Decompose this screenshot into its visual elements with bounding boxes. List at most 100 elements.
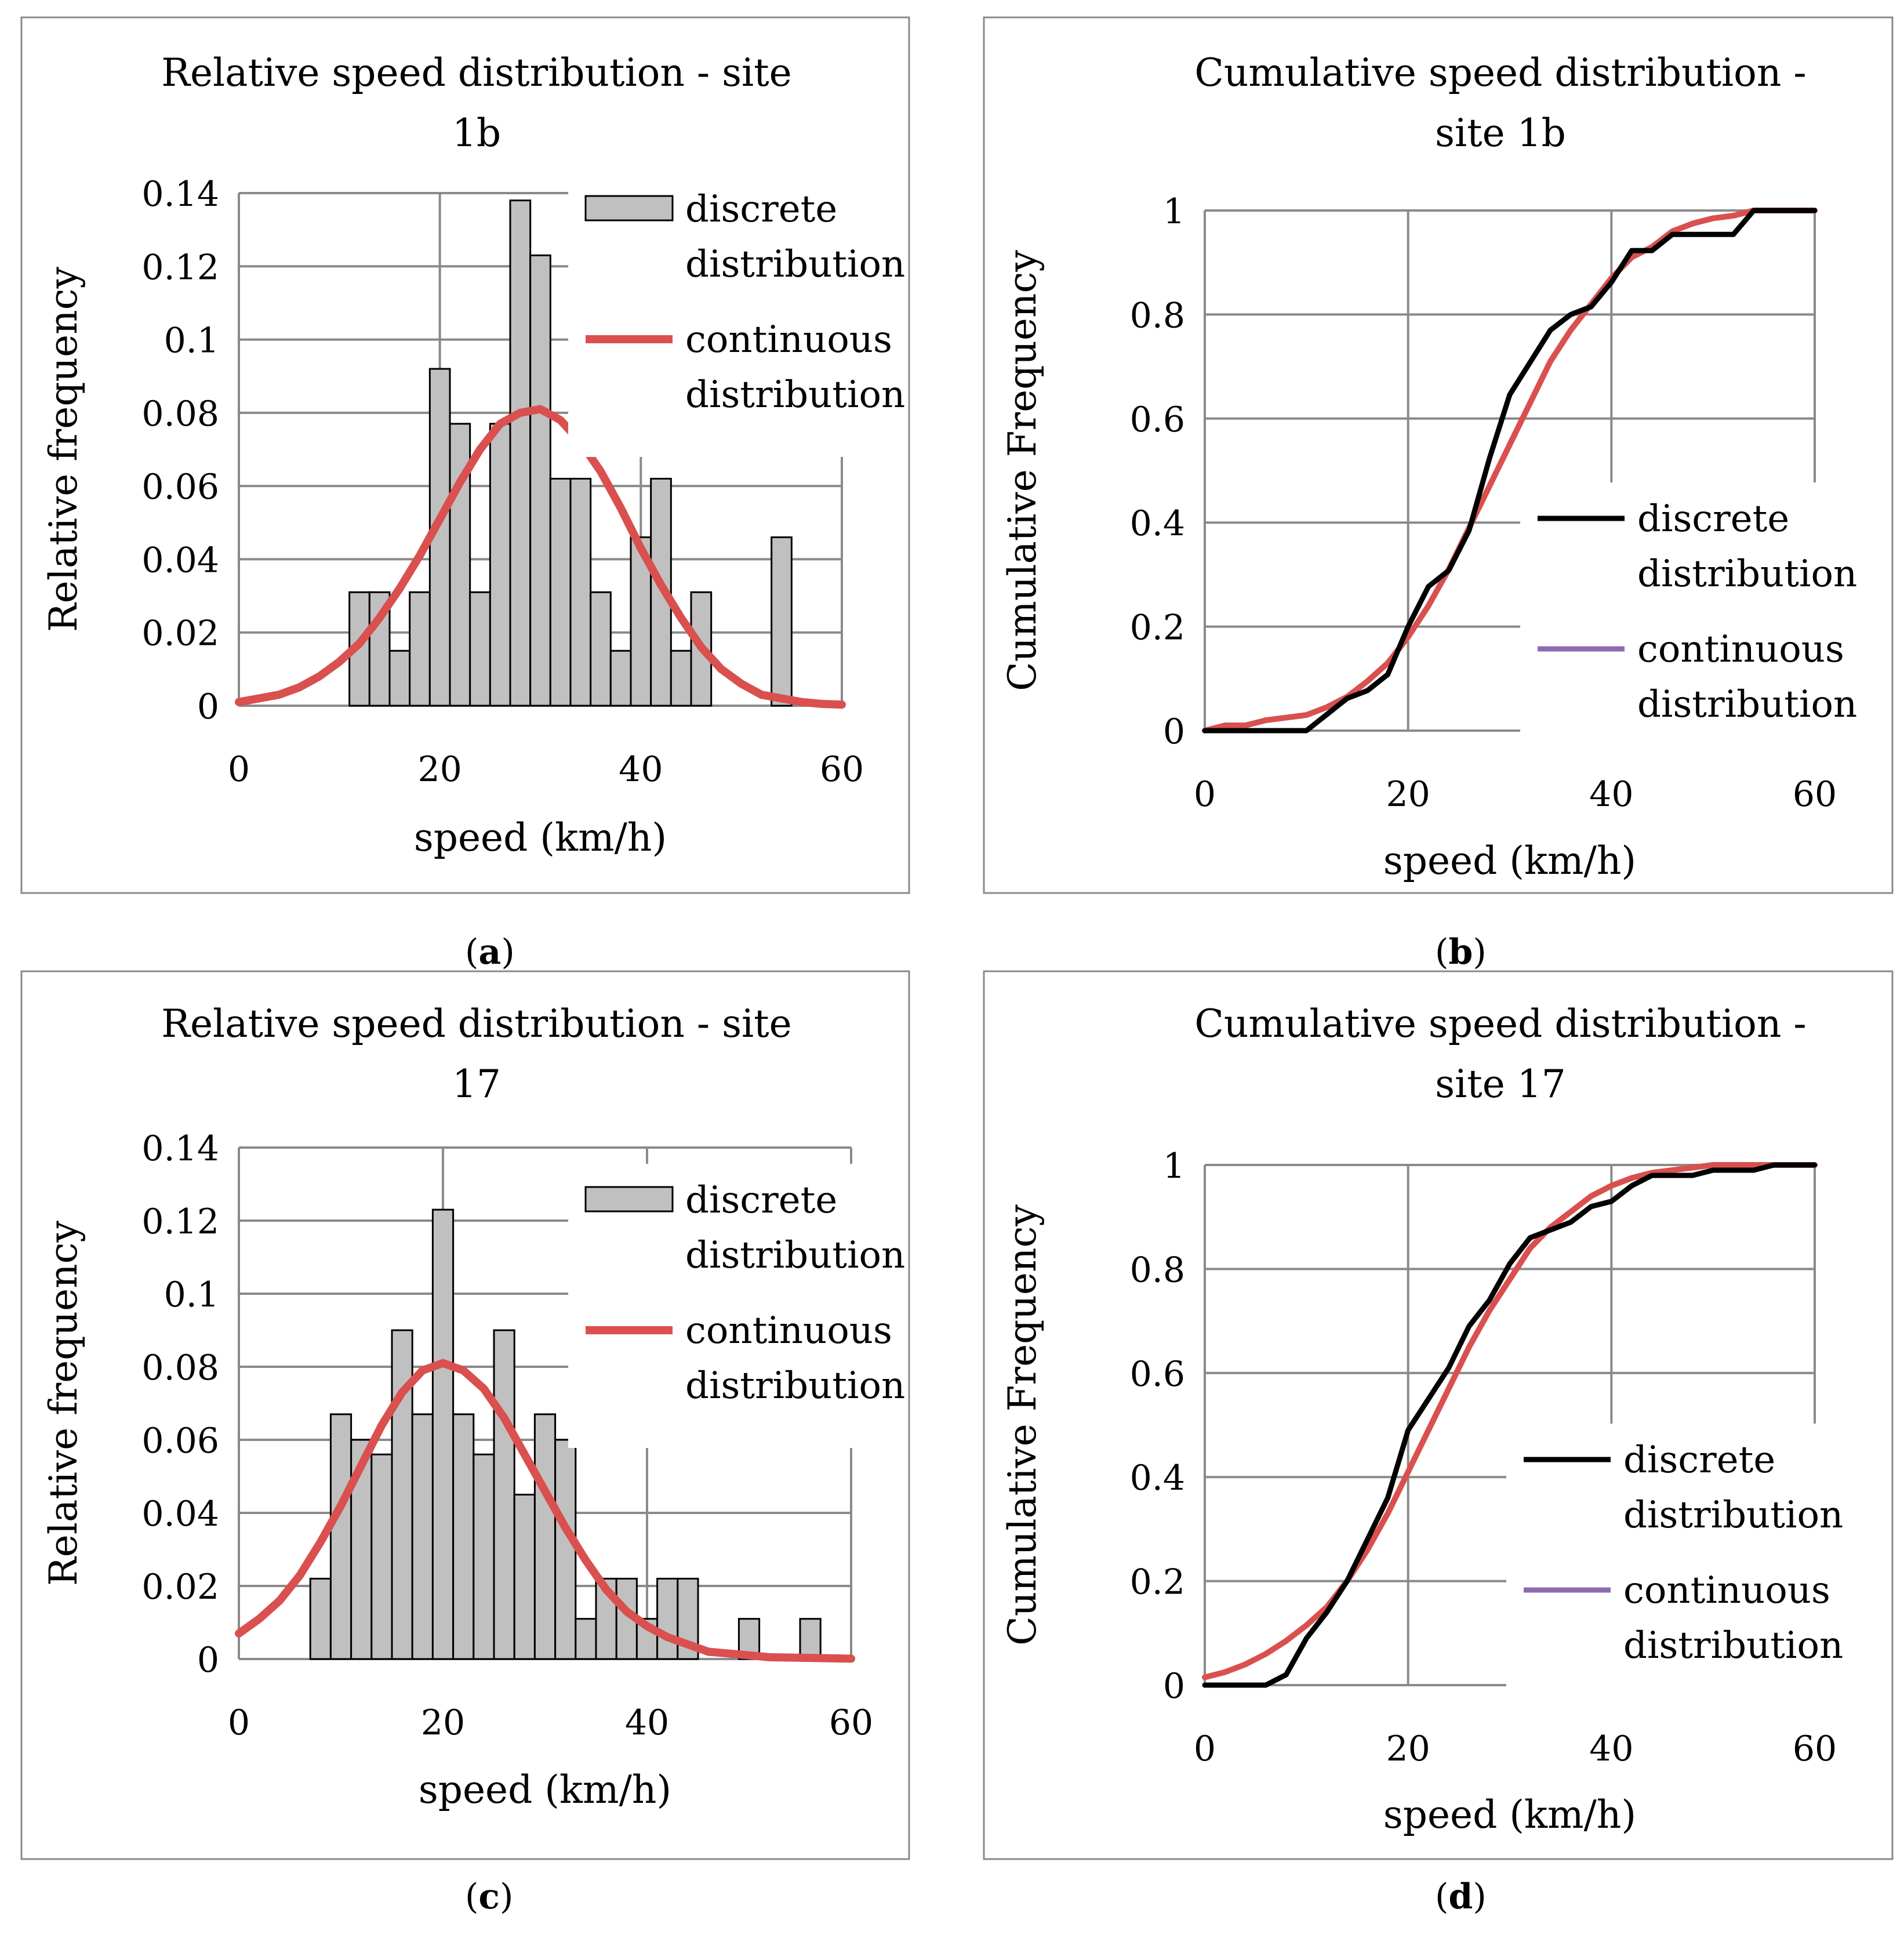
y-tick-label: 0.08 [141,394,219,434]
histogram-bar [469,591,491,707]
histogram-bar [411,1413,434,1660]
chart-panel-a: Relative speed distribution - site 1b 0 0.0… [20,16,910,894]
y-tick-label: 1 [1163,191,1185,232]
x-tick-label: 20 [1386,774,1430,815]
histogram-bar [388,649,411,707]
y-tick-label: 1 [1163,1146,1185,1186]
caption-part: d [1448,1876,1473,1917]
x-axis-label: speed (km/h) [414,815,667,860]
panel-caption: (d) [1435,1876,1487,1917]
x-tick-label: 20 [1386,1729,1430,1769]
histogram-bar [509,199,532,707]
y-tick-label: 0 [1163,712,1185,752]
panel-caption: (c) [465,1876,513,1917]
x-tick-label: 40 [625,1703,669,1743]
chart-title: Relative speed distribution - site [161,50,792,95]
panel-caption: (b) [1435,932,1487,972]
y-tick-label: 0.4 [1130,1458,1185,1498]
histogram-bar [370,1453,393,1660]
histogram-bar [350,1439,373,1660]
y-tick-label: 0.6 [1130,1354,1185,1395]
y-tick-label: 0.2 [1130,608,1185,648]
legend-bar-swatch [584,195,674,222]
x-tick-label: 40 [1589,1729,1633,1769]
histogram-bar [799,1618,822,1660]
chart-title: Cumulative speed distribution - [1194,1001,1806,1046]
histogram-bar [609,649,632,707]
y-tick-label: 0 [197,1640,219,1680]
chart-legend: discrete distribution continuous distributi… [1520,482,1857,767]
y-tick-label: 0.2 [1130,1562,1185,1603]
y-tick-label: 0.06 [141,467,219,507]
histogram-bar [309,1577,332,1660]
continuous-curve [235,405,846,709]
x-tick-label: 0 [228,1703,250,1743]
y-tick-label: 0.6 [1130,400,1185,440]
legend-label: distribution [685,243,905,286]
panel-caption: (a) [465,932,515,972]
histogram-bar [549,478,572,707]
caption-part: ) [1473,1876,1486,1917]
y-axis-label: Cumulative Frequency [1000,1204,1045,1646]
histogram-bar [656,1577,679,1660]
histogram-bar [489,423,511,707]
legend-label: discrete [1637,498,1789,540]
continuous-series-line [1202,208,1818,734]
caption-part: b [1448,932,1473,972]
y-tick-label: 0.14 [141,1128,219,1169]
y-tick-label: 0.8 [1130,1250,1185,1290]
y-tick-label: 0.8 [1130,295,1185,336]
histogram-bar [409,591,431,707]
histogram-bar [473,1453,495,1660]
histogram-bar [569,478,592,707]
caption-part: ( [465,1876,478,1917]
histogram-bar [590,591,612,707]
y-tick-label: 0.02 [141,1567,219,1607]
x-tick-label: 0 [228,749,250,790]
continuous-curve [235,1359,855,1663]
y-tick-label: 0.04 [141,540,219,580]
x-axis-label: speed (km/h) [1383,838,1636,883]
y-tick-label: 0.12 [141,1202,219,1242]
caption-part: ) [500,1876,513,1917]
y-tick-label: 0.1 [164,1275,219,1315]
x-axis-label: speed (km/h) [419,1767,671,1812]
y-tick-label: 0.02 [141,614,219,654]
y-tick-label: 0 [1163,1666,1185,1707]
histogram-bar [529,254,551,707]
legend-label: continuous [1623,1569,1830,1612]
histogram-bar [575,1618,597,1660]
x-tick-label: 60 [820,749,864,790]
histogram-bar [452,1413,475,1660]
histogram-bar [513,1494,536,1660]
chart-legend: discrete distribution continuous distributi… [568,173,905,457]
legend-label: continuous [685,318,892,361]
y-tick-label: 0.04 [141,1494,219,1534]
caption-part: ( [465,932,478,972]
chart-panel-b: Cumulative speed distribution -site 1b00… [983,16,1894,894]
histogram-bar [431,1208,455,1660]
x-tick-label: 20 [417,749,462,790]
chart-title: 17 [452,1062,501,1106]
x-tick-label: 40 [1589,774,1633,815]
y-tick-label: 0.12 [141,247,219,288]
chart-panel-d: Cumulative speed distribution - site 17 0 0… [983,970,1894,1860]
discrete-series-line [1202,1162,1818,1688]
y-axis-label: Relative frequency [41,266,86,631]
y-axis-label: Relative frequency [41,1220,86,1585]
y-tick-label: 0.4 [1130,503,1185,544]
discrete-series-line [1202,208,1818,734]
caption-part: c [478,1876,500,1917]
chart-title: Relative speed distribution - site [161,1001,792,1046]
x-tick-label: 60 [829,1703,873,1743]
histogram-bar [554,1439,577,1660]
legend-label: continuous [1637,628,1844,671]
chart-legend: discrete distribution continuous distributi… [568,1164,905,1448]
histogram-bar [670,649,692,707]
x-axis-label: speed (km/h) [1383,1792,1636,1837]
legend-background [1506,1424,1837,1708]
caption-part: ( [1435,1876,1448,1917]
chart-title: site 17 [1435,1062,1566,1106]
legend-label: discrete [685,1179,837,1222]
x-tick-label: 60 [1793,774,1837,815]
